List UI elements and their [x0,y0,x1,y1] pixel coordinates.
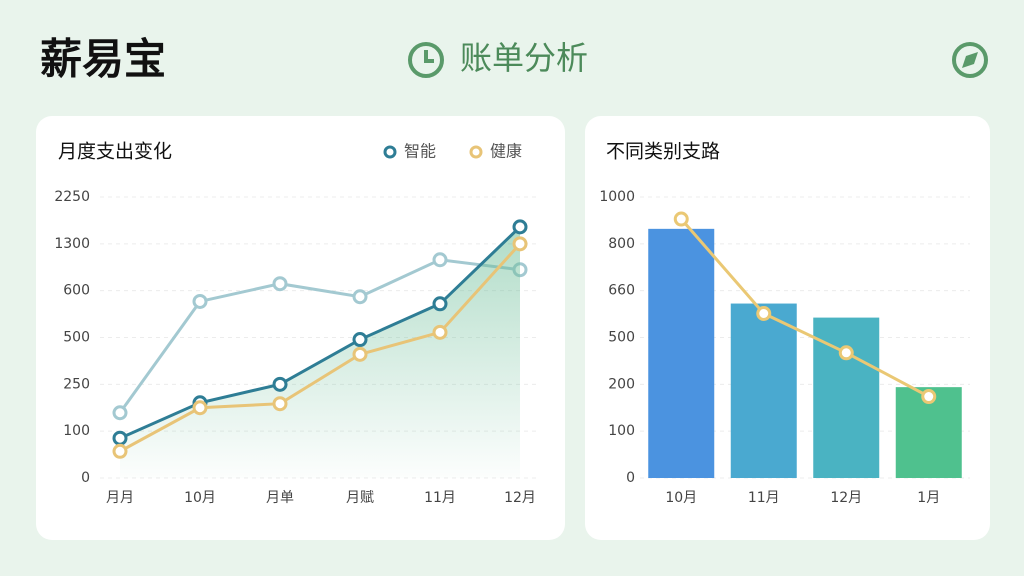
point [432,324,448,340]
point [112,430,128,446]
y-tick-label: 800 [608,236,635,252]
x-tick-label: 12月 [830,490,862,506]
bar [813,317,880,478]
point [192,400,208,416]
legend-marker [469,145,483,159]
point [192,293,208,309]
x-tick-label: 10月 [665,490,697,506]
y-tick-label: 500 [63,330,90,346]
clock-icon [408,42,444,78]
chart-title: 月度支出变化 [58,141,172,163]
y-tick-label: 1000 [599,189,635,205]
chart-title: 不同类别支路 [606,141,720,163]
page-title: 账单分析 [460,39,588,77]
y-tick-label: 250 [63,376,90,392]
legend-label: 健康 [490,142,522,161]
point [673,211,689,227]
point [512,219,528,235]
x-tick-label: 11月 [748,490,780,506]
x-tick-label: 1月 [917,490,940,506]
point [838,345,854,361]
point [272,396,288,412]
point [432,296,448,312]
compass-icon[interactable] [952,42,988,78]
y-tick-label: 660 [608,283,635,299]
point [352,332,368,348]
y-tick-label: 100 [608,423,635,439]
y-tick-label: 2250 [54,189,90,205]
brand: 薪易宝 [40,35,166,84]
point [756,305,772,321]
line [119,225,522,440]
point [921,389,937,405]
point [352,346,368,362]
legend-label: 智能 [404,142,436,161]
area [120,226,520,478]
bar [648,228,715,478]
bar [730,303,797,478]
line [118,258,521,414]
point [272,276,288,292]
y-tick-label: 1300 [54,236,90,252]
y-tick-label: 100 [63,423,90,439]
x-tick-label: 月赋 [346,490,374,506]
point [352,289,368,305]
legend-marker [383,145,397,159]
x-tick-label: 月月 [106,490,134,506]
point [112,405,128,421]
point [432,252,448,268]
point [272,376,288,392]
y-tick-label: 0 [81,470,90,486]
x-tick-label: 11月 [424,490,456,506]
x-tick-label: 10月 [184,490,216,506]
line [680,218,930,398]
y-tick-label: 0 [626,470,635,486]
point [112,443,128,459]
y-tick-label: 600 [63,283,90,299]
point [512,236,528,252]
y-tick-label: 200 [608,376,635,392]
x-tick-label: 月单 [266,490,294,506]
y-tick-label: 500 [608,330,635,346]
x-tick-label: 12月 [504,490,536,506]
line [119,242,522,453]
